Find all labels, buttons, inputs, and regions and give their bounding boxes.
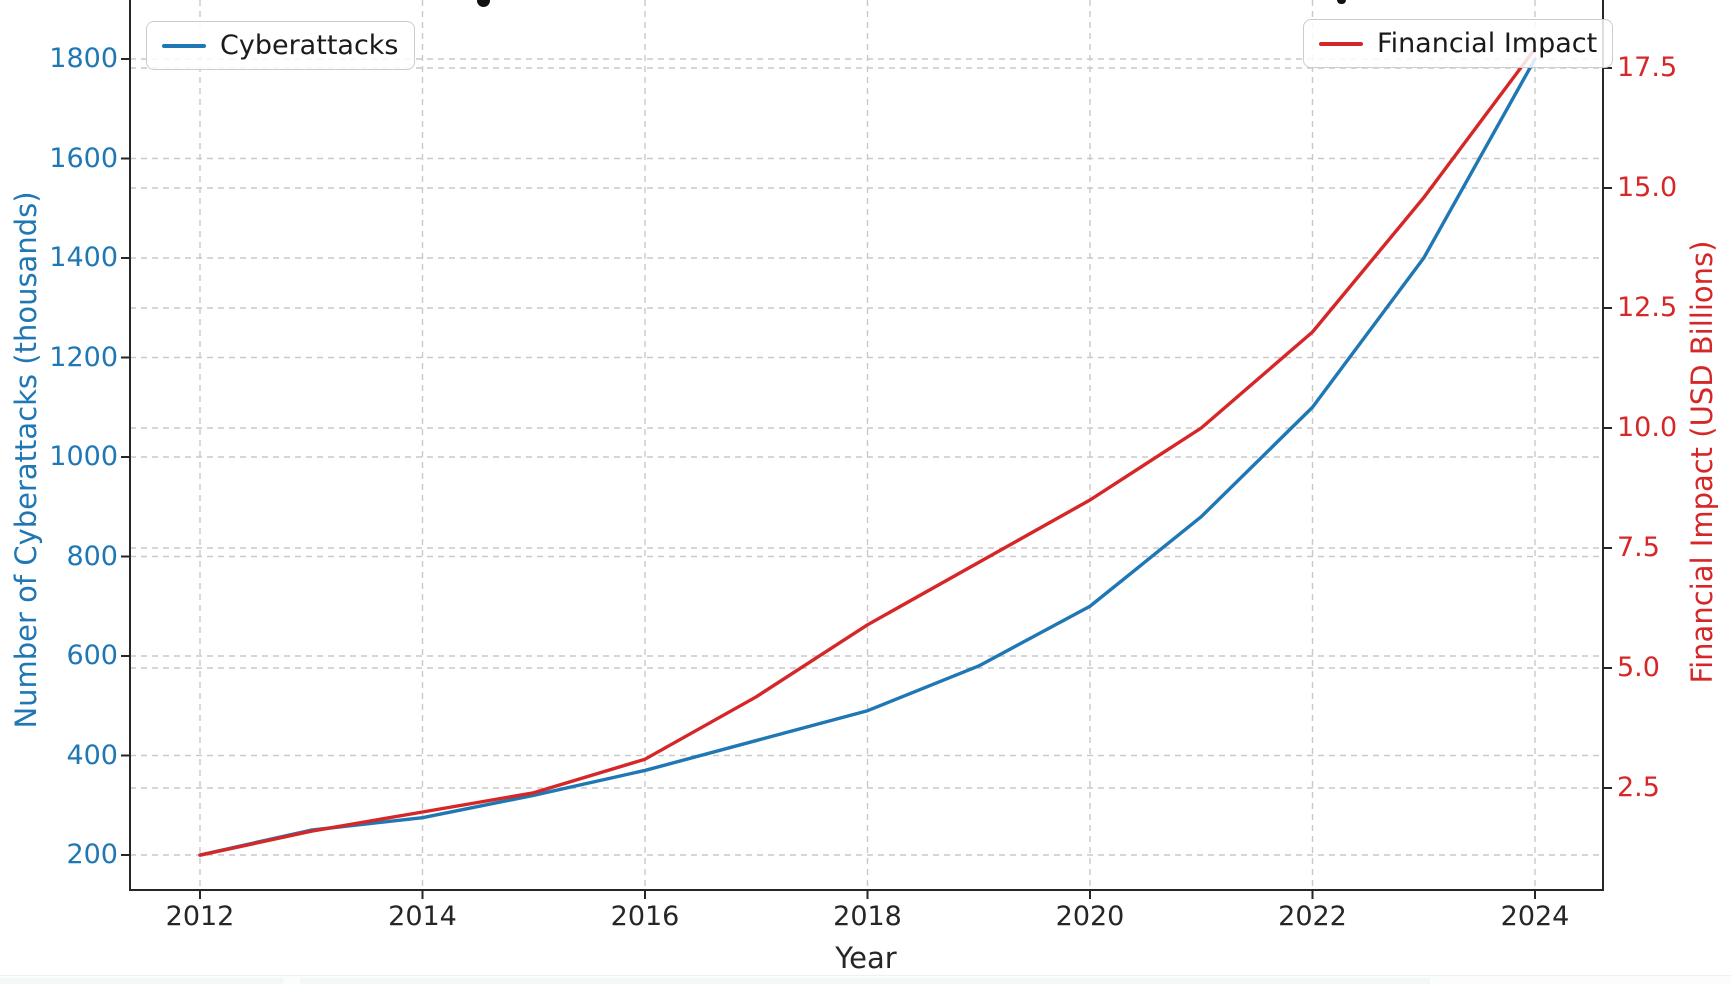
left-axis-tick-label: 600 <box>66 640 118 671</box>
legend-cyberattacks: Cyberattacks <box>146 21 415 70</box>
legend-line-sample-red <box>1319 41 1363 46</box>
left-axis-tick-label: 1200 <box>49 341 118 373</box>
clipped-title-fragment <box>1337 0 1346 4</box>
x-axis-tick-label: 2014 <box>388 901 457 932</box>
x-axis-tick-label: 2018 <box>833 901 902 932</box>
x-axis-tick-label: 2022 <box>1278 901 1347 932</box>
left-axis-tick-label: 1400 <box>49 242 118 273</box>
right-axis-tick-label: 17.5 <box>1617 52 1678 83</box>
right-axis-tick-label: 7.5 <box>1617 532 1660 563</box>
bottom-edge-segment <box>300 978 1430 984</box>
left-axis-tick-label: 200 <box>66 839 118 870</box>
right-axis-tick-label: 2.5 <box>1617 772 1660 803</box>
right-axis-tick-label: 12.5 <box>1617 292 1678 323</box>
x-axis-tick-label: 2016 <box>610 901 680 932</box>
series-line-right <box>198 47 1537 857</box>
legend-label-financial-impact: Financial Impact <box>1377 28 1598 59</box>
left-axis-tick-label: 1800 <box>49 43 118 74</box>
left-axis-tick-label: 1600 <box>49 142 118 174</box>
x-axis-tick-label: 2020 <box>1055 901 1125 932</box>
legend-line-sample-blue <box>162 43 206 48</box>
legend-financial-impact: Financial Impact <box>1303 19 1614 68</box>
right-axis-tick-label: 15.0 <box>1617 172 1678 203</box>
right-y-axis-title: Financial Impact (USD Billions) <box>1685 240 1719 684</box>
clipped-title-fragment <box>477 0 490 7</box>
bottom-edge-segment <box>0 978 283 984</box>
left-axis-tick-label: 400 <box>66 739 118 771</box>
left-axis-tick-label: 1000 <box>49 441 118 472</box>
x-axis-title: Year <box>835 941 897 975</box>
right-axis-tick-label: 5.0 <box>1617 652 1660 683</box>
bottom-window-edge <box>0 975 1731 984</box>
left-y-axis-title: Number of Cyberattacks (thousands) <box>9 191 43 729</box>
right-axis-tick-label: 10.0 <box>1617 412 1678 443</box>
series-line-left <box>198 57 1537 857</box>
legend-label-cyberattacks: Cyberattacks <box>220 30 399 61</box>
left-axis-tick-label: 800 <box>66 540 118 572</box>
x-axis-tick-label: 2024 <box>1500 901 1570 932</box>
x-axis-tick-label: 2012 <box>165 901 235 932</box>
